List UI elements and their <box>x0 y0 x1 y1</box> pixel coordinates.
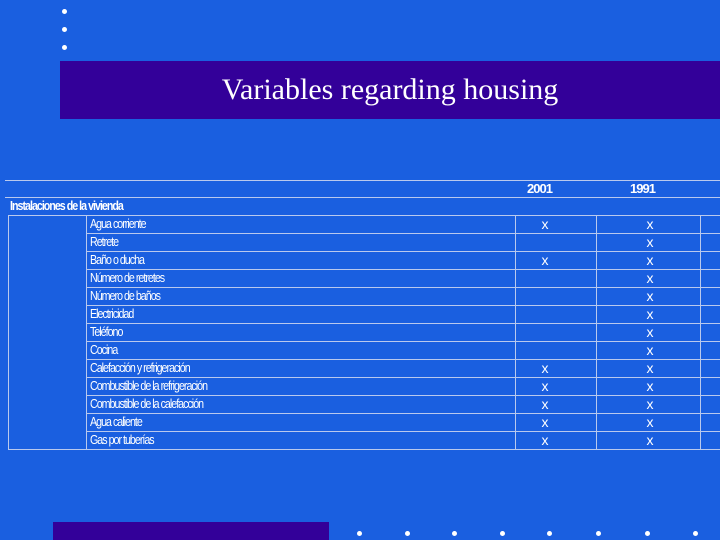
decorative-dot <box>452 531 457 536</box>
grid-hline <box>86 395 720 396</box>
mark-y2001: x <box>541 432 549 448</box>
row-label: Agua caliente <box>90 414 143 429</box>
decorative-dot <box>405 531 410 536</box>
grid-hline <box>86 377 720 378</box>
grid-hline <box>86 341 720 342</box>
grid-hline <box>86 431 720 432</box>
mark-y1991: x <box>646 378 654 394</box>
mark-y2001: x <box>541 396 549 412</box>
row-label: Calefacción y refrigeración <box>90 360 191 375</box>
row-label: Combustible de la calefacción <box>90 396 204 411</box>
mark-y1991: x <box>646 234 654 250</box>
grid-hline <box>86 251 720 252</box>
mark-y1991: x <box>646 360 654 376</box>
row-label: Cocina <box>90 342 118 357</box>
header-rule <box>5 197 720 198</box>
grid-hline <box>86 287 720 288</box>
grid-vline-2 <box>515 215 516 449</box>
mark-y2001: x <box>541 414 549 430</box>
row-label: Teléfono <box>90 324 123 339</box>
row-label: Número de retretes <box>90 270 165 285</box>
mark-y2001: x <box>541 378 549 394</box>
decorative-dot <box>693 531 698 536</box>
mark-y2001: x <box>541 252 549 268</box>
decorative-dot <box>596 531 601 536</box>
grid-hline <box>8 449 720 450</box>
mark-y1991: x <box>646 288 654 304</box>
grid-hline <box>86 413 720 414</box>
year-header-1: 1991 <box>630 181 656 196</box>
mark-y1991: x <box>646 396 654 412</box>
grid-hline <box>8 215 720 216</box>
year-header-0: 2001 <box>527 181 553 196</box>
row-label: Combustible de la refrigeración <box>90 378 208 393</box>
decorative-dot <box>645 531 650 536</box>
grid-hline <box>86 233 720 234</box>
mark-y2001: x <box>541 360 549 376</box>
footer-bar <box>53 522 329 540</box>
mark-y1991: x <box>646 324 654 340</box>
grid-hline <box>86 269 720 270</box>
grid-vline-1 <box>86 215 87 449</box>
mark-y1991: x <box>646 432 654 448</box>
decorative-dot <box>62 9 67 14</box>
grid-vline-0 <box>8 215 9 449</box>
mark-y1991: x <box>646 414 654 430</box>
decorative-dot <box>62 27 67 32</box>
mark-y1991: x <box>646 306 654 322</box>
grid-vline-3 <box>596 215 597 449</box>
decorative-dot <box>547 531 552 536</box>
row-label: Retrete <box>90 234 119 249</box>
section-header: Instalaciones de la vivienda <box>10 198 124 213</box>
row-label: Número de baños <box>90 288 161 303</box>
mark-y1991: x <box>646 252 654 268</box>
row-label: Gas por tuberías <box>90 432 155 447</box>
mark-y1991: x <box>646 216 654 232</box>
slide-title: Variables regarding housing <box>221 73 559 106</box>
grid-hline <box>86 305 720 306</box>
mark-y1991: x <box>646 342 654 358</box>
row-label: Baño o ducha <box>90 252 145 267</box>
mark-y1991: x <box>646 270 654 286</box>
decorative-dot <box>62 45 67 50</box>
decorative-dot <box>357 531 362 536</box>
grid-hline <box>86 323 720 324</box>
row-label: Agua corriente <box>90 216 147 231</box>
decorative-dot <box>500 531 505 536</box>
grid-vline-4 <box>700 215 701 449</box>
table-top-rule <box>5 180 720 181</box>
row-label: Electricidad <box>90 306 134 321</box>
mark-y2001: x <box>541 216 549 232</box>
title-bar: Variables regarding housing <box>60 61 720 119</box>
grid-hline <box>86 359 720 360</box>
